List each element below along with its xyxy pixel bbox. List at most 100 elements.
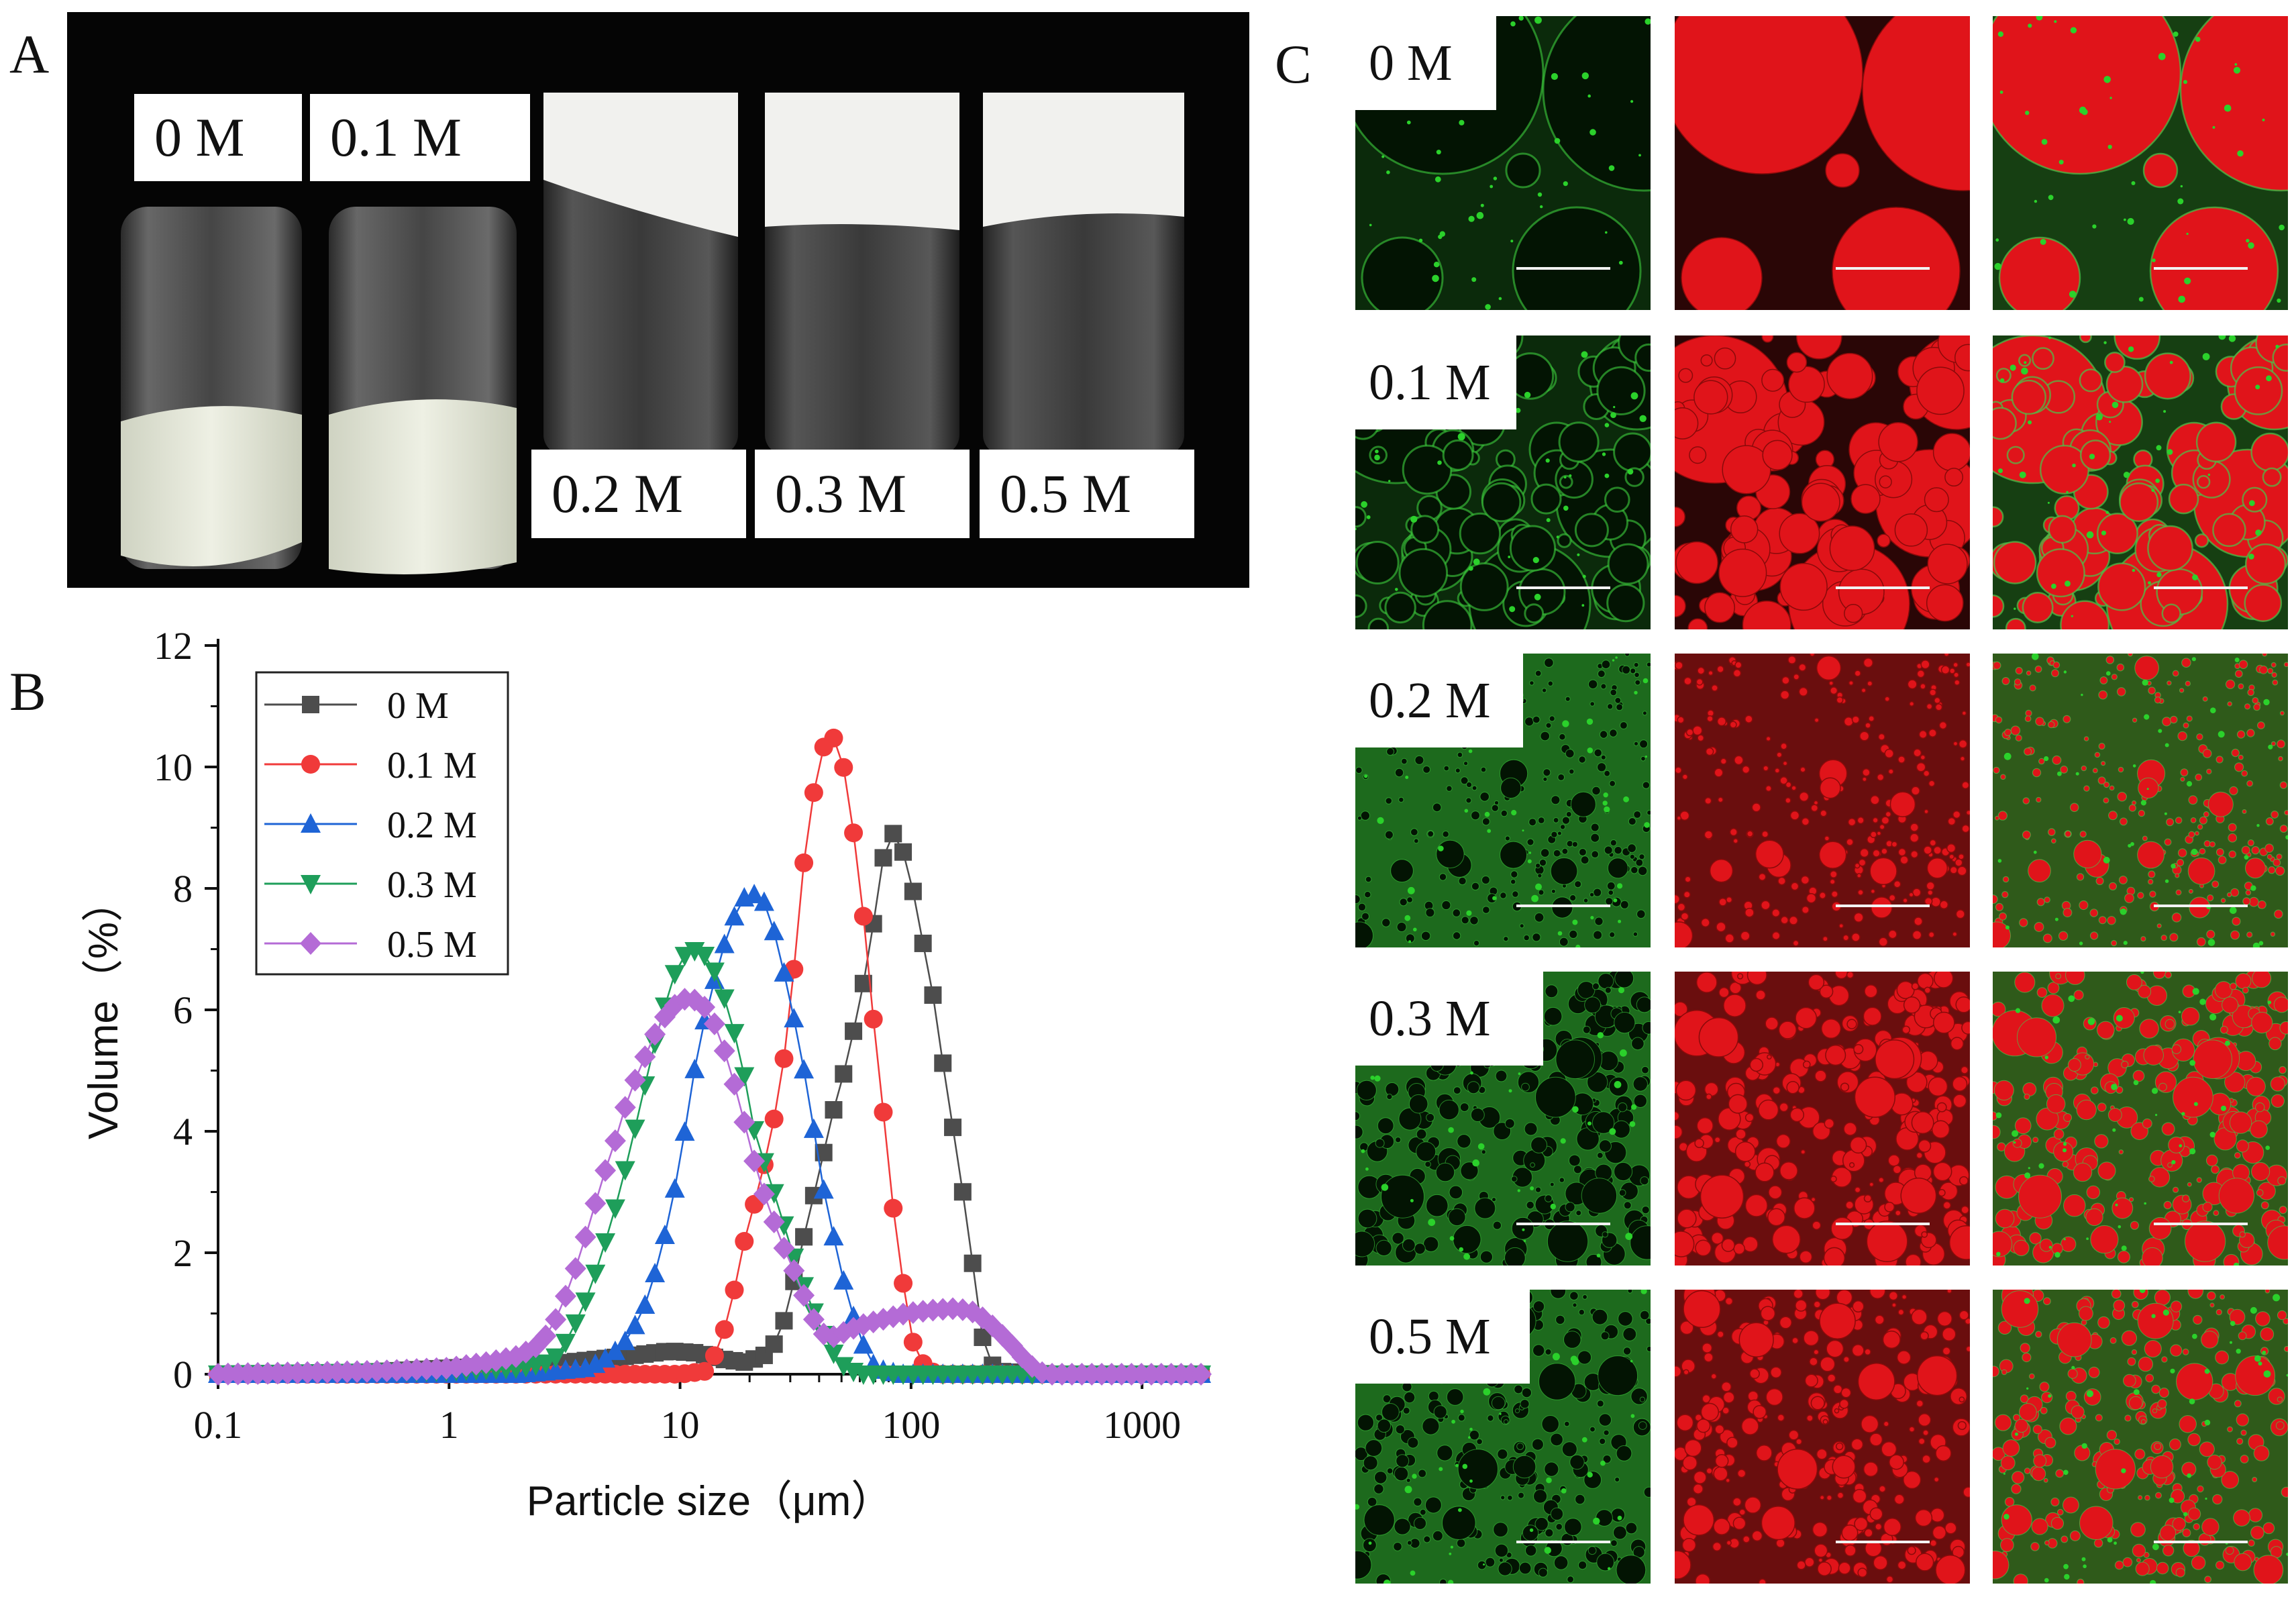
data-point [595,1233,616,1253]
scale-bar [2154,586,2248,589]
data-point [554,1284,576,1308]
data-point [723,1072,745,1096]
data-point [765,1335,783,1353]
data-point [835,1065,853,1083]
micrograph-image [1355,1290,1651,1584]
legend-marker [302,696,319,713]
micrograph-image [1993,16,2288,310]
micrograph-image [1993,335,2288,629]
vial-0.3M [758,79,966,468]
data-point [793,1284,815,1307]
vial-label-0.1M: 0.1 M [310,94,530,181]
micrograph-merged-row-2 [1993,654,2288,947]
data-point [715,1320,734,1339]
vial-0.1M [322,99,523,582]
micrograph-green-row-3: 0.3 M [1355,972,1651,1266]
data-point [584,1192,607,1215]
data-point [894,1274,913,1293]
data-point [604,1129,626,1153]
data-point [565,1314,586,1334]
data-point [743,1149,766,1173]
data-point [585,1353,606,1374]
data-point [605,1199,625,1219]
vial-0.1M-graphic [329,207,517,574]
scale-bar [1516,1541,1610,1543]
legend-marker [301,813,321,833]
micrograph-red-row-0 [1675,16,1970,310]
data-point [824,728,843,747]
micrograph-red-row-1 [1675,335,1970,629]
scale-bar [2154,905,2248,907]
scale-bar [1836,1223,1930,1225]
data-point [564,1257,586,1280]
particle-size-chart: 0 2 4 6 8 10 12 0.1 1 10 100 1000 Volume（%） Partic… [81,624,1212,1525]
data-point [703,1012,725,1035]
data-point [844,823,864,843]
legend-item: 0.2 M [264,805,477,846]
data-point [795,1228,813,1246]
data-point [874,849,892,867]
data-point [783,1259,805,1282]
row-label: 0.3 M [1355,972,1543,1066]
data-point [773,1237,795,1260]
data-point [833,1357,854,1377]
micrograph-image [1993,972,2288,1266]
row-label: 0 M [1355,16,1496,110]
x-tick-label: 10 [661,1403,700,1447]
micrograph-red-row-2 [1675,654,1970,947]
data-point [585,1264,606,1284]
data-point [884,825,902,843]
scale-bar [2154,1223,2248,1225]
data-point [735,1232,754,1251]
data-point [753,1182,775,1206]
x-axis-label: Particle size（μm） [527,1478,893,1525]
data-point [953,1183,972,1201]
y-tick-label: 12 [154,624,193,668]
data-point [784,1008,804,1028]
data-point [944,1119,962,1137]
data-point [763,1210,785,1234]
data-point [733,1111,755,1134]
data-point [774,1049,794,1068]
data-point [724,1024,745,1044]
vial-0.3M-graphic [765,93,959,455]
data-point [535,1325,557,1348]
data-point [764,921,784,941]
scale-bar [1516,1223,1610,1225]
y-tick-label: 10 [154,745,193,789]
scale-bar [1836,267,1930,270]
data-point [574,1225,596,1249]
scale-bar [2154,1541,2248,1543]
vial-0M-graphic [121,207,302,569]
data-point [615,1331,635,1351]
data-point [635,1294,656,1314]
data-point [794,853,814,872]
data-point [774,962,794,982]
data-point [694,996,716,1019]
vials-photo: 0 M 0.1 M 0.2 M 0.3 M 0.5 M [67,12,1249,588]
series-4 [207,988,1212,1386]
data-point [713,1039,735,1063]
y-tick-label: 2 [173,1231,193,1275]
y-tick-label: 4 [173,1110,193,1153]
data-point [684,1058,705,1078]
y-ticks: 0 2 4 6 8 10 12 [154,624,218,1396]
data-point [864,1009,883,1029]
scale-bar [1516,267,1610,270]
panel-b-letter: B [9,661,46,722]
data-point [695,1361,715,1381]
micrograph-green-row-1: 0.1 M [1355,335,1651,629]
data-point [705,1346,724,1365]
legend-marker [301,755,320,774]
micrograph-merged-row-1 [1993,335,2288,629]
vial-label-0M: 0 M [134,94,302,181]
row-label: 0.2 M [1355,654,1523,747]
micrograph-image [1675,335,1970,629]
x-tick-label: 100 [882,1403,940,1447]
micrograph-image [1993,654,2288,947]
micrograph-image [1675,654,1970,947]
legend-item: 0 M [264,685,449,727]
data-point [904,882,922,900]
data-point [1190,1363,1212,1386]
data-point [775,1312,793,1330]
